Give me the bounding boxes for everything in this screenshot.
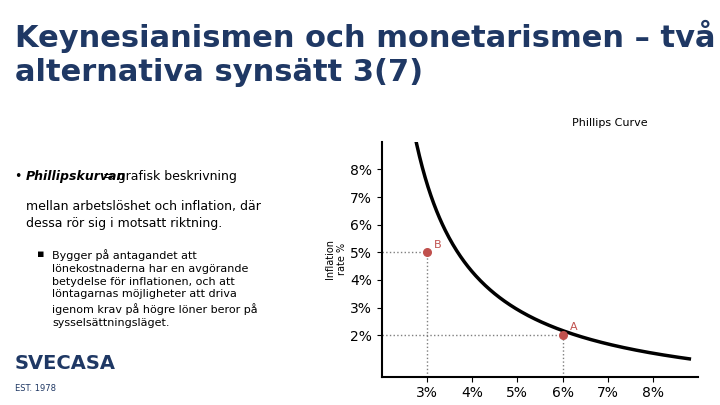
Text: EST. 1978: EST. 1978 <box>15 384 56 393</box>
Text: Phillips Curve: Phillips Curve <box>572 118 647 128</box>
Text: ▪: ▪ <box>37 249 48 259</box>
Text: Phillipskurvan: Phillipskurvan <box>26 170 127 183</box>
Text: mellan arbetslöshet och inflation, där
dessa rör sig i motsatt riktning.: mellan arbetslöshet och inflation, där d… <box>26 200 261 230</box>
Text: A: A <box>570 322 577 333</box>
Y-axis label: Inflation
rate %: Inflation rate % <box>325 239 347 279</box>
Text: SVECASA: SVECASA <box>15 354 116 373</box>
Text: Bygger på antagandet att
lönekostnaderna har en avgörande
betydelse för inflatio: Bygger på antagandet att lönekostnaderna… <box>53 249 258 328</box>
Text: B: B <box>433 239 441 249</box>
Text: Keynesianismen och monetarismen – två
alternativa synsätt 3(7): Keynesianismen och monetarismen – två al… <box>15 20 716 87</box>
Point <box>557 332 568 339</box>
Point <box>421 249 433 256</box>
Text: •: • <box>15 170 27 183</box>
Text: = grafisk beskrivning: = grafisk beskrivning <box>99 170 237 183</box>
